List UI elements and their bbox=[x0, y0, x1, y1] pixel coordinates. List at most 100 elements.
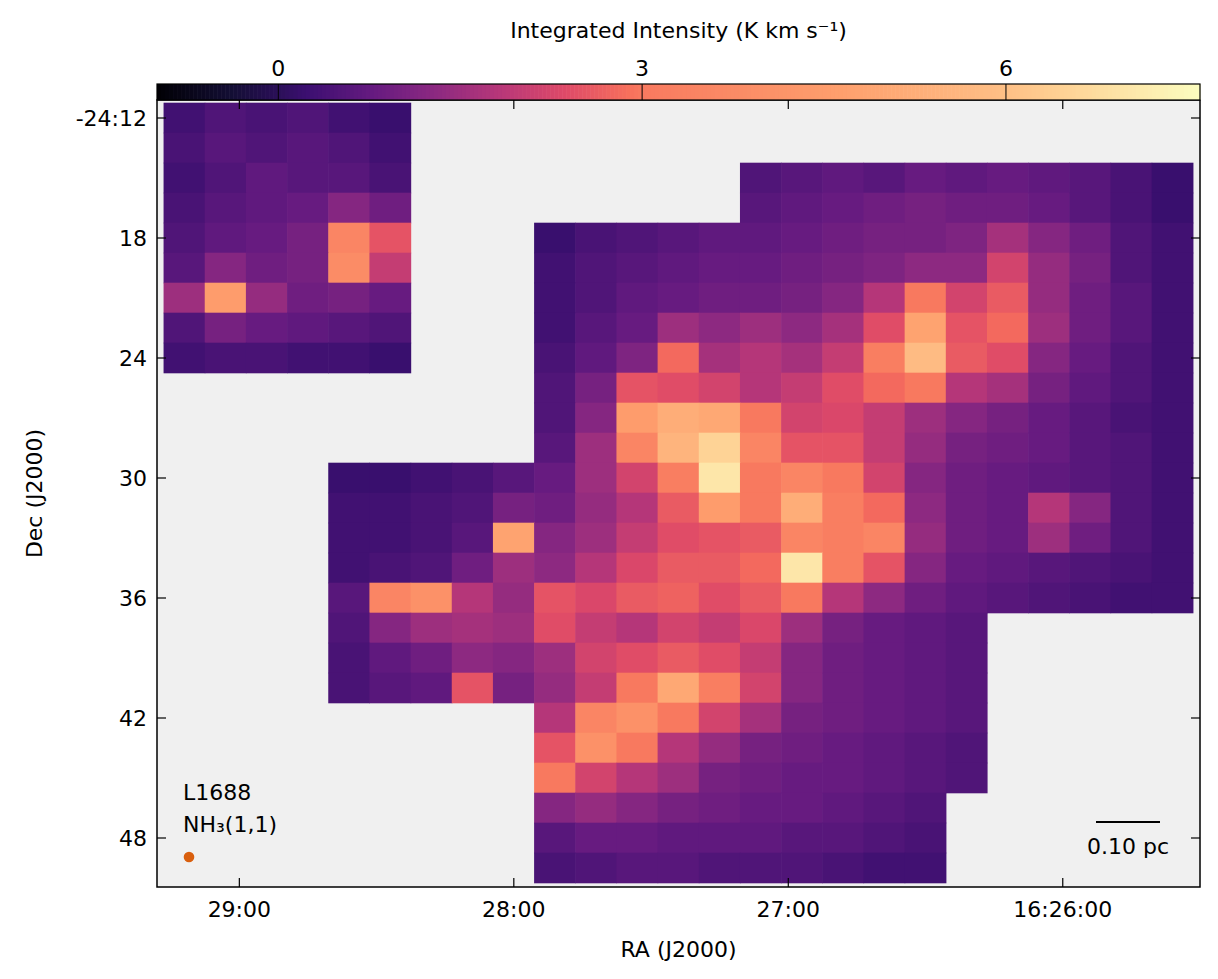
colorbar-strip bbox=[530, 84, 535, 100]
cell bbox=[781, 463, 823, 494]
cell bbox=[946, 253, 988, 284]
cell bbox=[411, 643, 453, 674]
colorbar-strip bbox=[991, 84, 996, 100]
colorbar-strip bbox=[755, 84, 760, 100]
x-tick-label: 28:00 bbox=[482, 897, 545, 922]
cell bbox=[781, 793, 823, 824]
cell bbox=[946, 313, 988, 344]
cell bbox=[946, 643, 988, 674]
cell bbox=[863, 163, 905, 194]
y-tick-label: 48 bbox=[119, 826, 147, 851]
cell bbox=[246, 163, 288, 194]
cell bbox=[1152, 343, 1194, 374]
colorbar-strip bbox=[590, 84, 595, 100]
colorbar-strip bbox=[610, 84, 615, 100]
cell bbox=[1028, 313, 1070, 344]
cell bbox=[863, 553, 905, 584]
cell bbox=[411, 463, 453, 494]
cell bbox=[740, 793, 782, 824]
colorbar-strip bbox=[534, 84, 539, 100]
colorbar-strip bbox=[891, 84, 896, 100]
cells bbox=[164, 103, 1194, 884]
colorbar-strip bbox=[289, 84, 294, 100]
colorbar-strip bbox=[771, 84, 776, 100]
cell bbox=[452, 643, 494, 674]
cell bbox=[822, 853, 864, 884]
cell bbox=[905, 853, 947, 884]
cell bbox=[658, 343, 700, 374]
colorbar-strip bbox=[522, 84, 527, 100]
colorbar-strip bbox=[233, 84, 238, 100]
colorbar-strip bbox=[1176, 84, 1181, 100]
cell bbox=[658, 523, 700, 554]
cell bbox=[822, 163, 864, 194]
x-tick bbox=[788, 878, 789, 887]
colorbar-strip bbox=[454, 84, 459, 100]
cell bbox=[493, 553, 535, 584]
colorbar-strip bbox=[293, 84, 298, 100]
cell bbox=[699, 463, 741, 494]
cell bbox=[575, 793, 617, 824]
colorbar-strip bbox=[434, 84, 439, 100]
cell bbox=[575, 703, 617, 734]
cell bbox=[534, 763, 576, 794]
cell bbox=[905, 763, 947, 794]
cell bbox=[205, 283, 247, 314]
x-tick bbox=[788, 100, 789, 109]
cell bbox=[164, 283, 206, 314]
cell bbox=[534, 313, 576, 344]
colorbar-strip bbox=[923, 84, 928, 100]
cell bbox=[946, 613, 988, 644]
colorbar-strip bbox=[1148, 84, 1153, 100]
cell bbox=[534, 823, 576, 854]
colorbar-strip bbox=[209, 84, 214, 100]
cell bbox=[905, 613, 947, 644]
cell bbox=[699, 703, 741, 734]
colorbar-strip bbox=[903, 84, 908, 100]
colorbar-strip bbox=[518, 84, 523, 100]
cell bbox=[616, 553, 658, 584]
cell bbox=[740, 193, 782, 224]
colorbar-strip bbox=[1072, 84, 1077, 100]
colorbar-strip bbox=[654, 84, 659, 100]
cell bbox=[781, 193, 823, 224]
cell bbox=[616, 733, 658, 764]
colorbar-strip bbox=[899, 84, 904, 100]
colorbar-strip bbox=[955, 84, 960, 100]
cell bbox=[863, 853, 905, 884]
cell bbox=[658, 733, 700, 764]
y-tick bbox=[157, 837, 166, 838]
cell bbox=[822, 553, 864, 584]
x-tick-label: 16:26:00 bbox=[1013, 897, 1112, 922]
colorbar-strip bbox=[342, 84, 347, 100]
colorbar-strip bbox=[1011, 84, 1016, 100]
cell bbox=[575, 313, 617, 344]
colorbar-strip bbox=[735, 84, 740, 100]
cell bbox=[452, 583, 494, 614]
colorbar-strip bbox=[935, 84, 940, 100]
cell bbox=[328, 103, 370, 134]
cell bbox=[822, 673, 864, 704]
colorbar-strip bbox=[334, 84, 339, 100]
cell bbox=[1069, 553, 1111, 584]
cell bbox=[905, 163, 947, 194]
colorbar-strip bbox=[1164, 84, 1169, 100]
colorbar-strip bbox=[542, 84, 547, 100]
cell bbox=[822, 253, 864, 284]
cell bbox=[575, 253, 617, 284]
cell bbox=[699, 643, 741, 674]
y-tick-label: 24 bbox=[119, 346, 147, 371]
cell bbox=[534, 373, 576, 404]
colorbar-strip bbox=[658, 84, 663, 100]
cell bbox=[205, 163, 247, 194]
colorbar-strip bbox=[566, 84, 571, 100]
colorbar-strip bbox=[683, 84, 688, 100]
colorbar-strip bbox=[739, 84, 744, 100]
cell bbox=[658, 253, 700, 284]
colorbar-strip bbox=[763, 84, 768, 100]
colorbar-strip bbox=[570, 84, 575, 100]
cell bbox=[1069, 523, 1111, 554]
cell bbox=[946, 493, 988, 524]
cell bbox=[905, 643, 947, 674]
cell bbox=[822, 643, 864, 674]
